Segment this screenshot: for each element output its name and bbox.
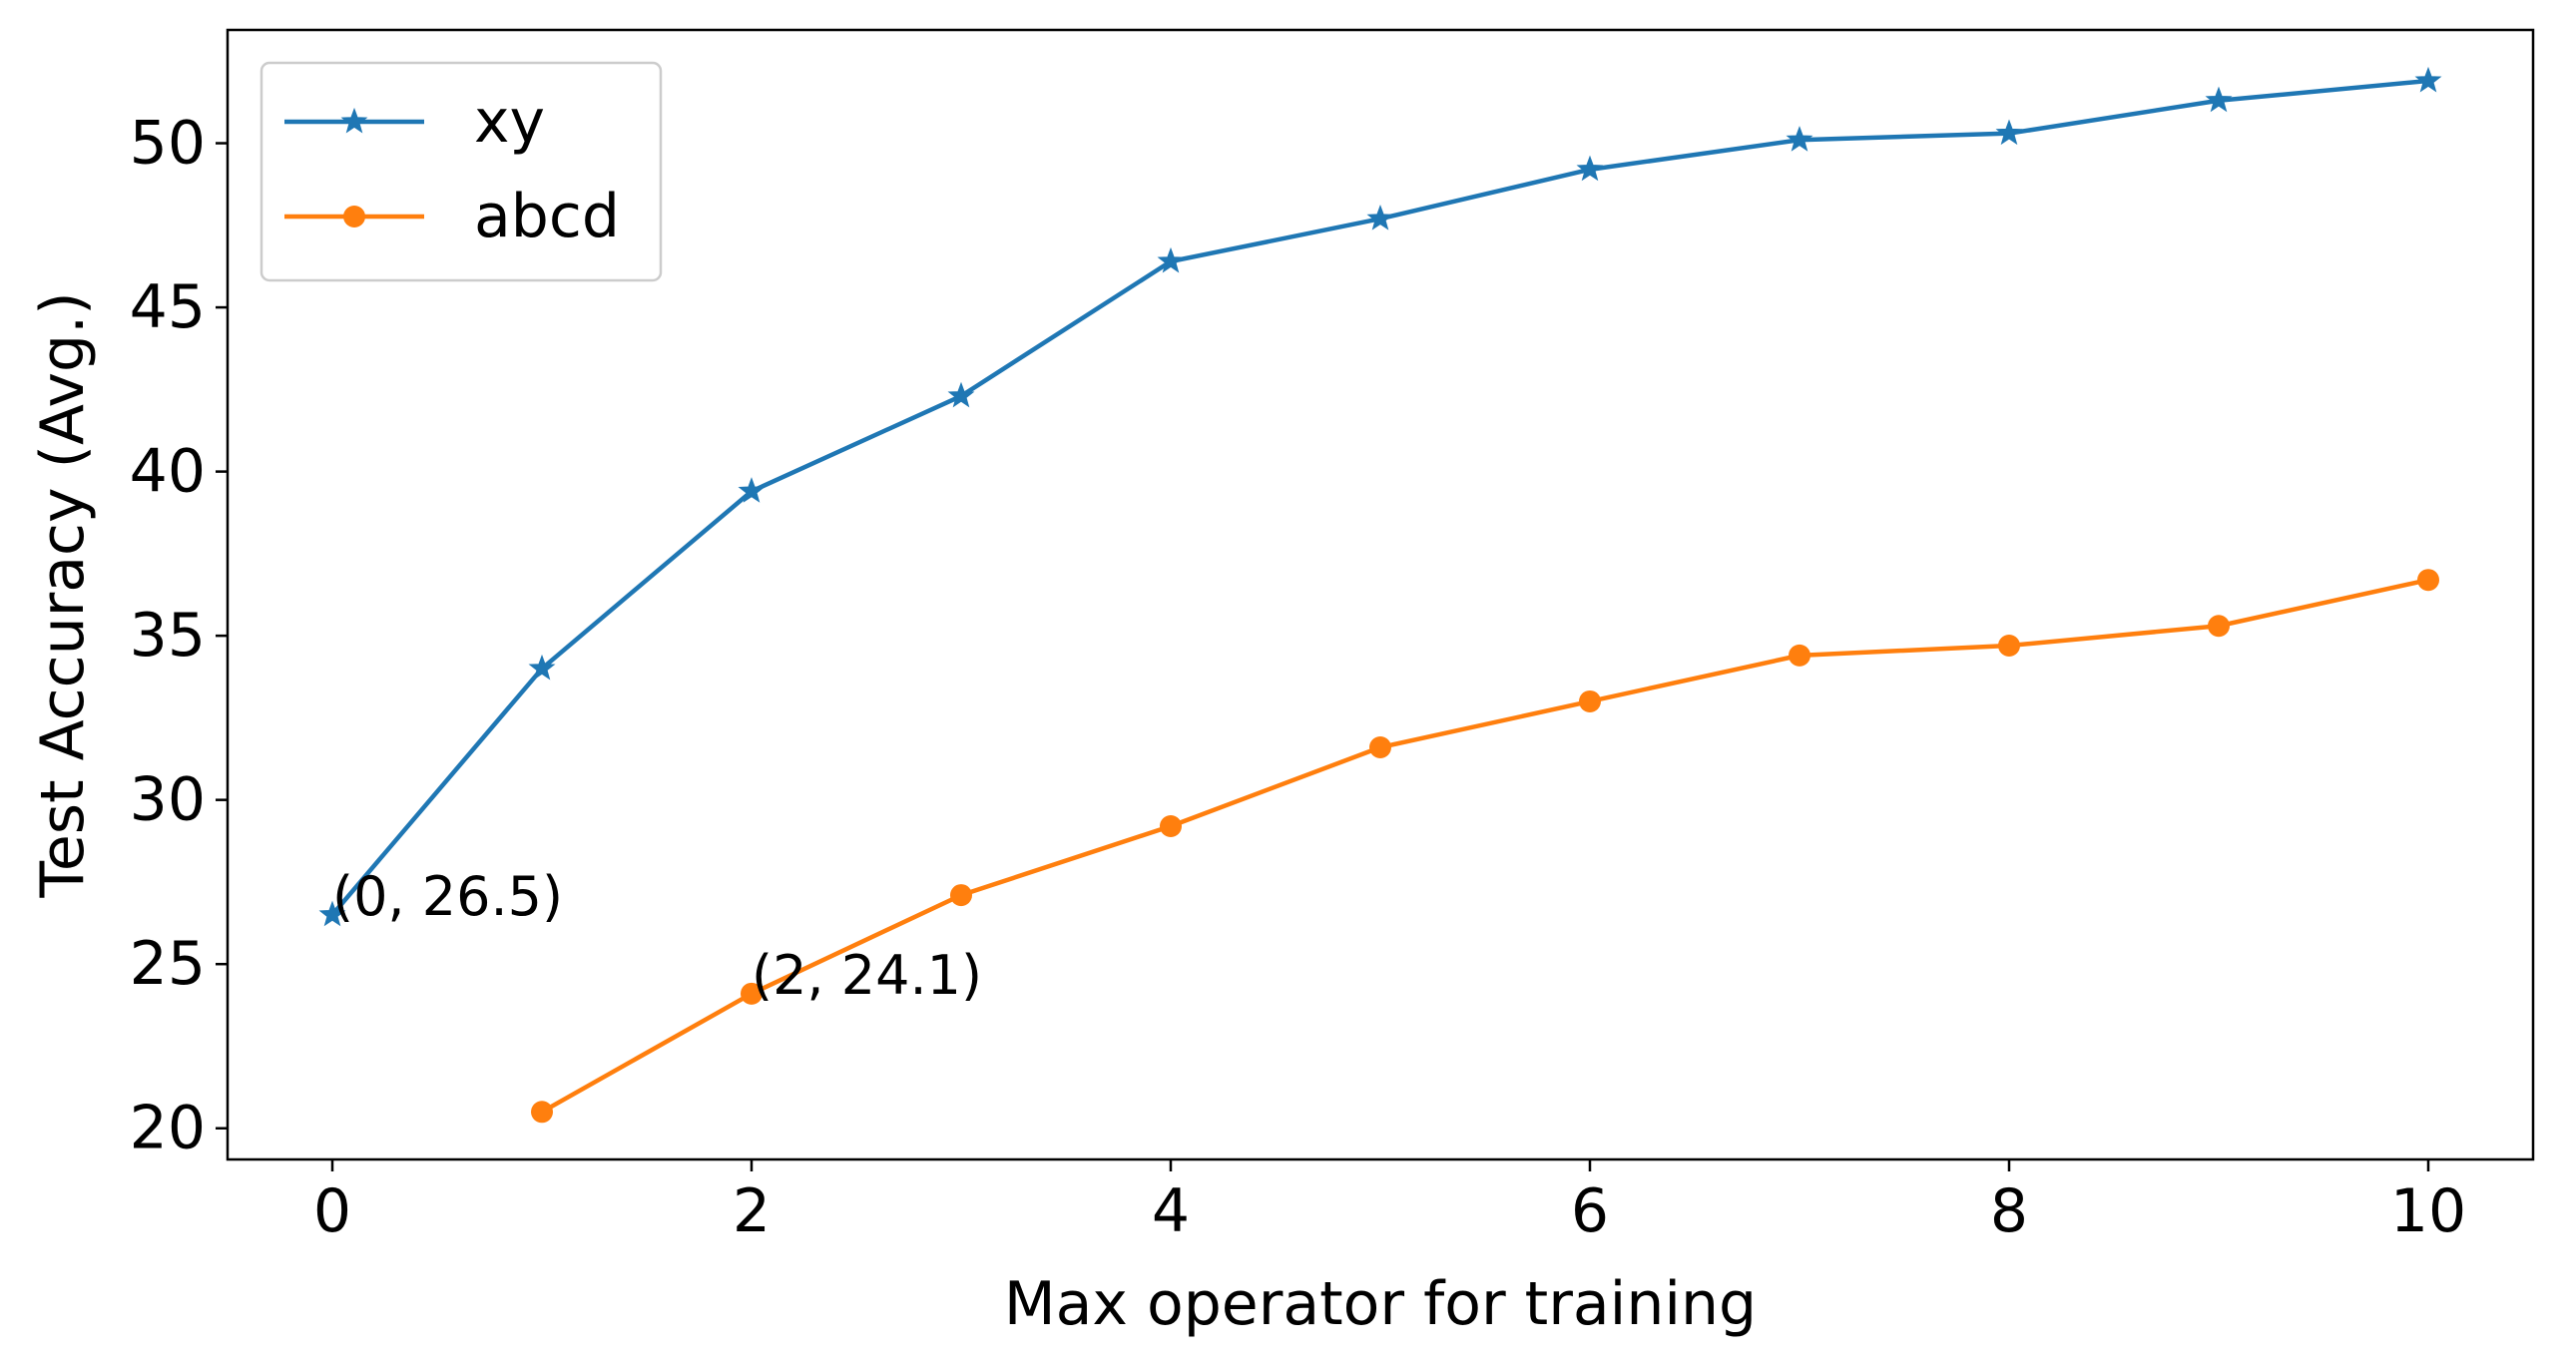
series-xy <box>318 66 2442 927</box>
data-point-xy <box>1576 155 1604 182</box>
data-point-xy <box>528 654 556 681</box>
data-point-abcd <box>1369 736 1391 759</box>
data-point-xy <box>318 900 346 927</box>
data-point-abcd <box>950 884 972 907</box>
data-point-abcd <box>2208 615 2230 638</box>
data-point-abcd <box>1579 689 1601 712</box>
y-tick-label: 30 <box>130 765 206 835</box>
plot-frame <box>226 28 2535 1161</box>
annotation-label: (0, 26.5) <box>332 865 563 928</box>
x-tick-label: 8 <box>1990 1176 2028 1246</box>
data-point-abcd <box>2417 569 2439 592</box>
data-point-xy <box>1366 205 1394 230</box>
x-tick-label: 4 <box>1152 1176 1190 1246</box>
x-axis-label: Max operator for training <box>1004 1269 1757 1339</box>
data-point-xy <box>738 477 766 503</box>
x-tick-label: 10 <box>2390 1176 2466 1246</box>
data-point-abcd <box>1998 635 2020 658</box>
data-point-xy <box>1157 246 1185 273</box>
annotation-label: (2, 24.1) <box>752 944 982 1007</box>
y-tick-label: 20 <box>130 1094 206 1163</box>
data-point-xy <box>2414 66 2442 93</box>
data-point-abcd <box>1160 814 1182 837</box>
x-tick-label: 6 <box>1571 1176 1609 1246</box>
data-point-xy <box>947 381 975 408</box>
series-abcd <box>531 569 2439 1124</box>
series-line-abcd <box>538 577 2431 1116</box>
data-point-xy <box>1786 126 1813 152</box>
x-tick-label: 0 <box>313 1176 351 1246</box>
y-tick-label: 50 <box>130 109 206 179</box>
y-axis-label: Test Accuracy (Avg.) <box>28 291 98 898</box>
legend-label: xy <box>474 87 545 157</box>
y-tick-label: 40 <box>130 437 206 507</box>
annotation-layer: (0, 26.5) (2, 24.1) <box>332 865 982 1007</box>
legend-label: abcd <box>474 182 620 251</box>
data-point-xy <box>2205 86 2233 113</box>
legend: xy abcd <box>259 61 663 282</box>
y-tick-label: 45 <box>130 272 206 342</box>
data-point-abcd <box>1789 644 1810 667</box>
legend-marker <box>340 107 368 134</box>
data-point-abcd <box>741 982 763 1005</box>
y-tick-label: 35 <box>130 601 206 671</box>
legend-item-xy: xy <box>284 87 545 157</box>
legend-item-abcd: abcd <box>284 182 620 251</box>
data-point-abcd <box>531 1101 553 1124</box>
legend-marker <box>343 206 365 228</box>
data-point-xy <box>1995 119 2023 146</box>
axes-layer: 0 2 4 6 8 10 20 25 30 35 40 45 50 Max operator for tr… <box>28 28 2535 1339</box>
y-tick-label: 25 <box>130 929 206 999</box>
x-tick-label: 2 <box>733 1176 771 1246</box>
series-layer <box>318 66 2442 1124</box>
